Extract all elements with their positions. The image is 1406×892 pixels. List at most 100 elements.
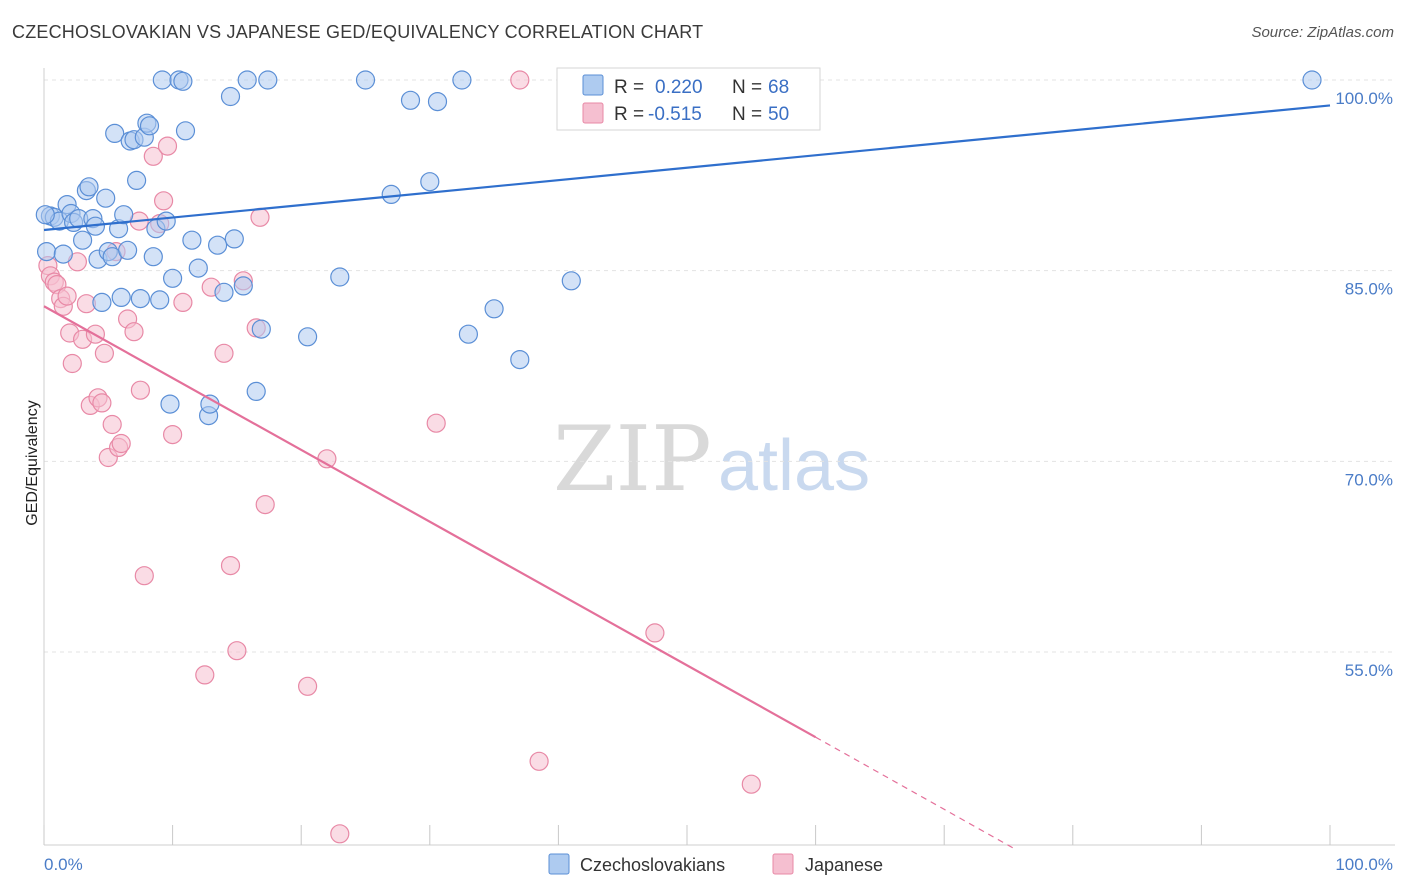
blue-point-57 [400,90,421,110]
blue-point-31 [143,247,163,267]
x-tick-label-0: 0.0% [44,855,83,874]
blue-point-34 [152,70,172,90]
legend-n-value-1: 68 [768,77,789,98]
pink-point-48 [741,774,761,794]
blue-point-66 [35,205,55,225]
pink-point-46 [529,751,549,771]
blue-point-56 [381,184,401,204]
pink-point-47 [645,623,665,643]
legend-r-label-2: R = [614,104,644,125]
pink-point-26 [143,146,163,166]
bottom-legend-japanese: Japanese [805,855,883,875]
blue-point-55 [355,70,376,90]
correlation-legend: R = 0.220 N = 68 R = -0.515 N = 50 [556,67,821,131]
blue-point-48 [233,276,253,296]
blue-point-54 [330,267,350,287]
trendlines [43,104,1331,850]
legend-r-value-1: 0.220 [655,77,703,98]
blue-point-64 [561,271,581,291]
bottom-legend-czechoslovakians: Czechoslovakians [580,855,725,875]
blue-point-30 [139,116,160,136]
pink-point-32 [195,665,215,685]
blue-point-37 [163,268,183,288]
blue-point-63 [510,350,530,370]
bottom-legend-swatch-blue [548,853,570,875]
pink-point-34 [214,343,234,363]
pink-point-28 [154,191,174,211]
blue-point-58 [420,172,440,192]
czechoslovakian-points [35,70,1322,426]
blue-point-15 [92,292,112,312]
legend-r-label-1: R = [614,77,644,98]
blue-point-65 [1302,70,1322,90]
pink-point-15 [92,393,112,413]
legend-n-label-2: N = [732,104,762,125]
watermark: ZIP atlas [553,407,870,512]
pink-point-36 [227,641,247,661]
pink-point-31 [173,292,193,312]
blue-point-9 [72,230,93,250]
pink-point-41 [298,676,318,696]
blue-point-27 [130,289,150,309]
blue-point-47 [224,229,244,249]
blue-point-61 [458,324,478,344]
blue-point-35 [156,211,176,231]
blue-point-46 [220,86,241,107]
legend-swatch-blue [582,74,604,96]
pink-point-30 [163,425,183,445]
x-tick-label-1: 100.0% [1335,855,1393,874]
blue-point-0 [36,242,57,262]
blue-point-51 [251,319,271,339]
gridlines [44,79,1395,653]
blue-point-41 [182,230,202,250]
pink-point-23 [124,322,144,342]
pink-point-18 [102,414,122,435]
pink-point-39 [250,207,270,227]
y-tick-label-0: 100.0% [1335,89,1393,108]
blue-point-4 [53,244,73,264]
blue-point-50 [246,381,266,401]
pink-point-45 [510,70,530,90]
source-credit: Source: ZipAtlas.com [1251,24,1394,41]
blue-point-11 [79,177,99,197]
blue-point-49 [237,70,257,90]
blue-point-60 [452,70,472,90]
x-tick-labels: 0.0% 100.0% [44,855,1393,874]
axes [43,68,1395,846]
blue-point-39 [173,71,193,91]
blue-point-19 [105,123,125,143]
bottom-legend-swatch-pink [772,853,794,875]
y-axis-label: GED/Equivalency [24,400,41,525]
blue-point-16 [96,188,116,208]
watermark-atlas: atlas [718,426,870,506]
chart-title: CZECHOSLOVAKIAN VS JAPANESE GED/EQUIVALE… [12,22,704,42]
series-legend: Czechoslovakians Japanese [548,853,883,875]
pink-point-44 [426,413,446,433]
y-tick-labels: 100.0% 85.0% 70.0% 55.0% [1335,89,1393,680]
watermark-zip: ZIP [553,407,712,512]
blue-point-33 [150,290,170,310]
blue-point-52 [258,70,278,90]
legend-n-value-2: 50 [768,104,789,125]
pink-point-29 [157,136,178,156]
blue-point-36 [160,394,180,414]
y-tick-label-3: 55.0% [1345,661,1393,680]
pink-point-25 [134,566,154,586]
blue-point-45 [214,282,234,302]
blue-point-53 [298,327,318,347]
blue-point-44 [208,235,228,255]
blue-point-62 [484,299,504,319]
pink-point-43 [330,824,350,844]
legend-r-value-2: -0.515 [648,104,702,125]
blue-point-23 [117,240,138,260]
pink-point-8 [62,353,82,374]
pink-point-40 [255,495,275,515]
pink-trendline [43,305,817,739]
blue-trendline [43,104,1331,232]
pink-point-21 [111,433,131,454]
pink-trendline-extension [815,736,1016,850]
blue-point-21 [111,287,131,307]
pink-point-6 [57,286,77,306]
blue-point-22 [114,205,134,225]
